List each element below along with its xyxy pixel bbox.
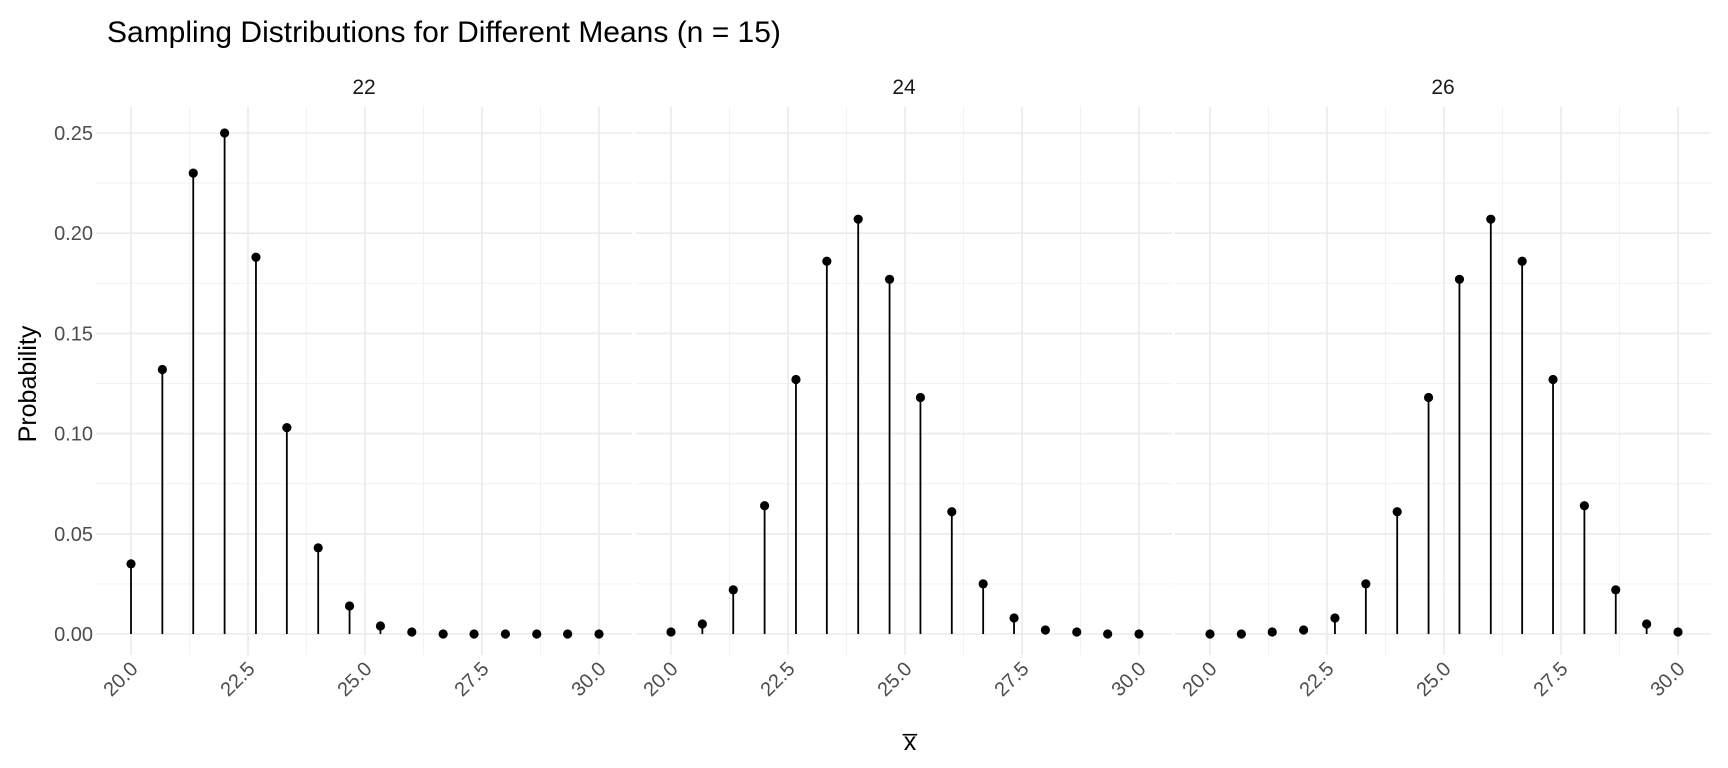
lollipop-point <box>563 629 573 639</box>
lollipop-point <box>1642 619 1652 629</box>
x-tick-label: 22.5 <box>1295 658 1338 701</box>
lollipop-point <box>947 507 957 517</box>
x-tick-label: 25.0 <box>333 658 376 701</box>
lollipop-point <box>251 252 261 262</box>
x-tick-label: 20.0 <box>639 658 682 701</box>
facet-panel-24: 24 20.0 22.5 25.0 27.5 30.0 <box>636 76 1172 701</box>
facet-label: 24 <box>892 76 916 99</box>
lollipop-point <box>1423 392 1434 403</box>
lollipop-point <box>594 629 604 639</box>
facet-panels: 0.00 0.05 0.10 0.15 0.20 0.25 22 20.0 22.5 25.0 27… <box>54 76 1711 701</box>
lollipop-point <box>1361 579 1371 589</box>
y-axis-label: Probability <box>14 325 42 442</box>
lollipop-point <box>469 629 479 639</box>
lollipop-point <box>915 392 926 403</box>
x-axis-label: x̅ <box>902 728 918 756</box>
x-tick-label: 20.0 <box>99 658 142 701</box>
x-tick-label: 27.5 <box>990 658 1033 701</box>
y-tick-label: 0.25 <box>54 123 93 145</box>
lollipop-point <box>1205 629 1215 639</box>
lollipop-point <box>1040 625 1050 635</box>
x-tick-label: 30.0 <box>1107 658 1150 701</box>
lollipop-point <box>697 619 707 629</box>
lollipop-point <box>1267 627 1277 637</box>
facet-label: 26 <box>1431 76 1454 99</box>
lollipop-point <box>188 168 198 178</box>
y-tick-label: 0.00 <box>54 624 93 646</box>
facet-panel-26: 26 20.0 22.5 25.0 27.5 30.0 <box>1175 76 1711 701</box>
x-tick-label: 20.0 <box>1178 658 1221 701</box>
chart-title: Sampling Distributions for Different Mea… <box>107 16 781 49</box>
lollipop-point <box>407 627 417 637</box>
lollipop-point <box>978 579 988 589</box>
lollipop-point <box>1517 256 1527 266</box>
lollipop-point <box>282 422 292 433</box>
x-tick-label: 22.5 <box>216 658 259 701</box>
facet-label: 22 <box>352 76 375 99</box>
lollipop-point <box>220 128 230 138</box>
lollipop-point <box>1236 629 1246 639</box>
x-tick-label: 30.0 <box>567 658 610 701</box>
lollipop-point <box>853 214 863 224</box>
lollipop-point <box>1392 507 1402 517</box>
facet-panel-22: 22 20.0 22.5 25.0 27.5 30.0 <box>96 76 632 701</box>
lollipop-point <box>500 629 510 639</box>
lollipop-point <box>1330 613 1340 623</box>
y-tick-label: 0.05 <box>54 524 93 546</box>
lollipop-point <box>1673 627 1683 637</box>
y-tick-label: 0.10 <box>54 424 93 446</box>
lollipop-point <box>1299 625 1309 635</box>
lollipop-point <box>1579 501 1589 511</box>
lollipop-point <box>791 374 801 385</box>
lollipop-point <box>666 627 676 637</box>
lollipop-point <box>1486 214 1496 224</box>
x-tick-label: 27.5 <box>450 658 493 701</box>
lollipop-point <box>822 256 832 266</box>
lollipop-point <box>728 585 738 595</box>
x-tick-label: 25.0 <box>1412 658 1455 701</box>
lollipop-point <box>1009 613 1019 623</box>
lollipop-point <box>532 629 542 639</box>
lollipop-point <box>1548 374 1558 385</box>
lollipop-point <box>760 501 770 511</box>
x-tick-label: 27.5 <box>1529 658 1572 701</box>
y-tick-label: 0.20 <box>54 223 93 245</box>
y-tick-label: 0.15 <box>54 323 93 345</box>
x-tick-label: 22.5 <box>756 658 799 701</box>
lollipop-point <box>126 559 136 569</box>
lollipop-point <box>1072 627 1082 637</box>
lollipop-point <box>344 601 355 611</box>
lollipop-point <box>884 274 895 284</box>
x-tick-label: 25.0 <box>873 658 916 701</box>
x-tick-label: 30.0 <box>1646 658 1689 701</box>
lollipop-point <box>157 364 167 375</box>
lollipop-point <box>375 621 386 631</box>
lollipop-point <box>438 629 448 639</box>
lollipop-point <box>1134 629 1144 639</box>
lollipop-point <box>313 543 323 553</box>
lollipop-point <box>1611 585 1621 595</box>
lollipop-point <box>1454 274 1465 284</box>
lollipop-point <box>1103 629 1113 639</box>
